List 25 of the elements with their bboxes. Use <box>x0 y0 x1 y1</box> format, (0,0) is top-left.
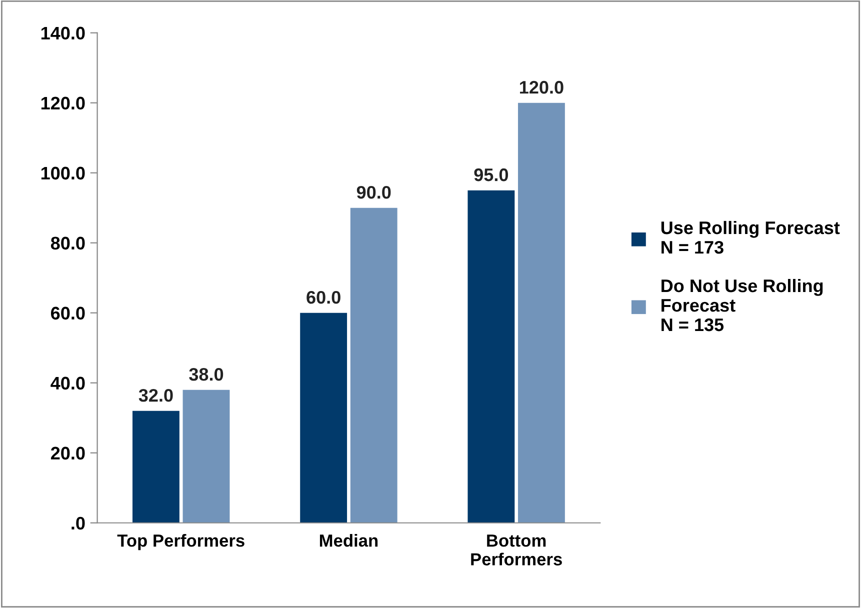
y-tick-label: 140.0 <box>41 26 85 40</box>
y-tick-label: 20.0 <box>50 446 85 460</box>
x-tick-label: Top Performers <box>117 534 244 550</box>
bar <box>350 208 398 523</box>
data-label: 90.0 <box>356 186 391 199</box>
data-label: 95.0 <box>474 168 508 182</box>
bar <box>468 190 515 523</box>
legend-label: Do Not Use Rolling Forecast N = 135 <box>662 278 823 332</box>
x-tick-label: Bottom Performers <box>471 534 562 566</box>
y-tick-label: 60.0 <box>51 306 85 320</box>
bar <box>518 102 565 523</box>
bar <box>132 410 180 523</box>
legend-label: Use Rolling Forecast N = 173 <box>661 220 840 254</box>
data-label: 60.0 <box>306 290 340 304</box>
data-label: 32.0 <box>138 388 173 402</box>
y-tick-label: 80.0 <box>50 236 85 250</box>
x-tick-label: Median <box>320 534 378 547</box>
y-tick-label: 120.0 <box>41 96 85 110</box>
bar <box>300 312 348 523</box>
data-label: 38.0 <box>189 368 224 381</box>
data-label: 120.0 <box>520 80 564 94</box>
bar <box>182 390 230 523</box>
y-tick-label: 40.0 <box>50 376 85 390</box>
y-tick-label: 100.0 <box>41 166 85 180</box>
y-tick-label: .0 <box>72 516 85 530</box>
